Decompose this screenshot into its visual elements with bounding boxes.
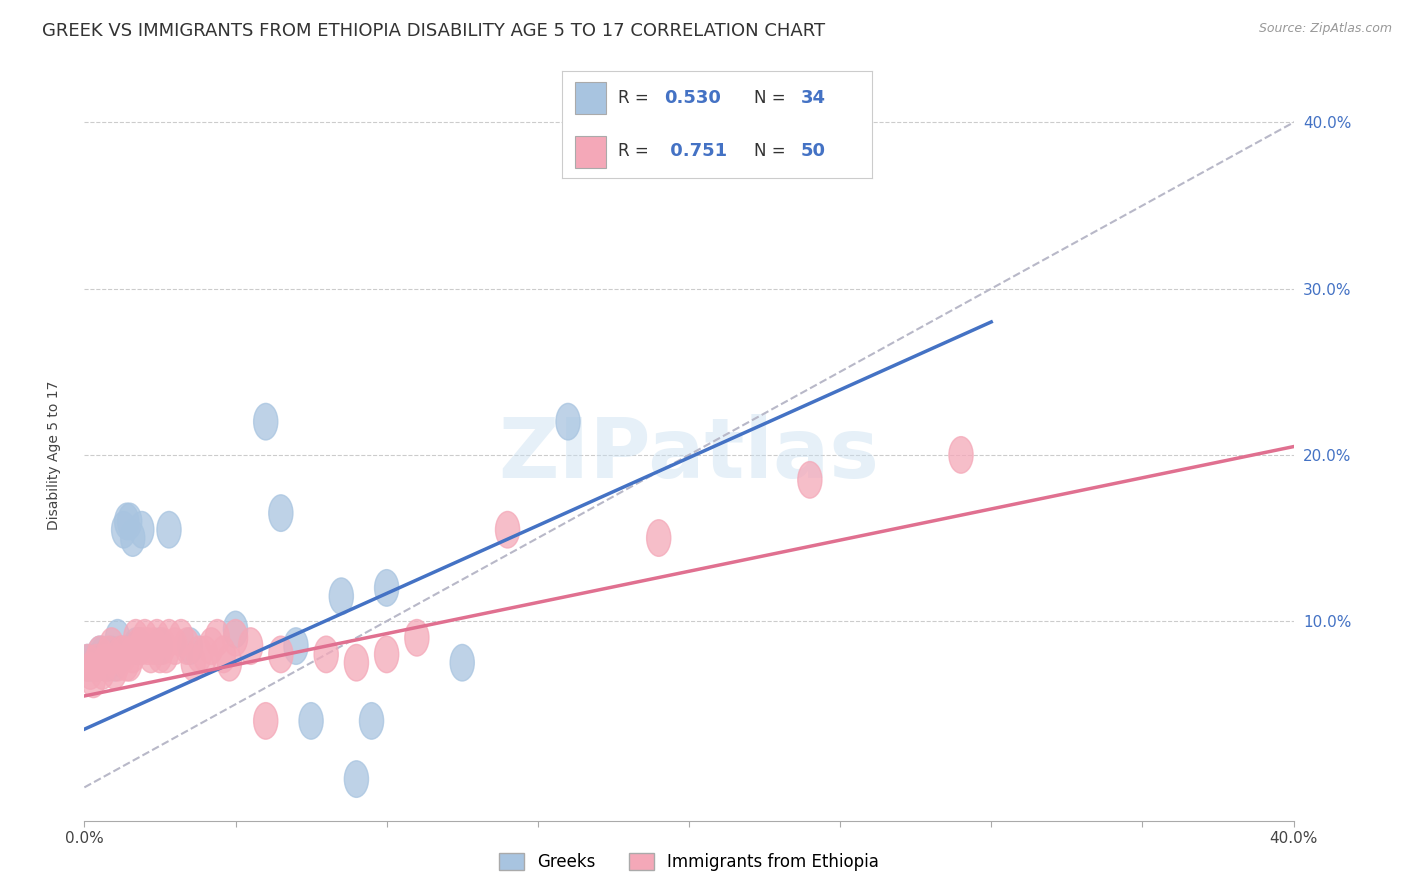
Ellipse shape — [179, 628, 202, 665]
Ellipse shape — [121, 636, 145, 673]
Ellipse shape — [169, 619, 193, 657]
Ellipse shape — [132, 619, 157, 657]
Ellipse shape — [329, 578, 353, 615]
Ellipse shape — [253, 703, 278, 739]
Ellipse shape — [93, 644, 118, 681]
Ellipse shape — [176, 628, 200, 665]
Ellipse shape — [181, 644, 205, 681]
Ellipse shape — [253, 403, 278, 440]
Ellipse shape — [97, 636, 121, 673]
Ellipse shape — [797, 129, 823, 166]
Text: Source: ZipAtlas.com: Source: ZipAtlas.com — [1258, 22, 1392, 36]
Ellipse shape — [142, 628, 166, 665]
Ellipse shape — [299, 703, 323, 739]
Text: 50: 50 — [800, 142, 825, 160]
Ellipse shape — [374, 570, 399, 607]
Text: ZIPatlas: ZIPatlas — [499, 415, 879, 495]
Ellipse shape — [103, 644, 127, 681]
Text: 0.530: 0.530 — [665, 88, 721, 106]
Ellipse shape — [157, 619, 181, 657]
Ellipse shape — [200, 628, 224, 665]
Text: R =: R = — [619, 88, 654, 106]
Ellipse shape — [314, 636, 339, 673]
Ellipse shape — [82, 644, 105, 681]
Text: R =: R = — [619, 142, 654, 160]
Ellipse shape — [105, 619, 129, 657]
Ellipse shape — [239, 628, 263, 665]
Ellipse shape — [100, 636, 124, 673]
Ellipse shape — [139, 636, 163, 673]
Ellipse shape — [118, 644, 142, 681]
Text: 34: 34 — [800, 88, 825, 106]
Ellipse shape — [108, 636, 132, 673]
Ellipse shape — [82, 661, 105, 698]
Ellipse shape — [193, 636, 218, 673]
Bar — [575, 82, 606, 114]
Ellipse shape — [205, 619, 229, 657]
Ellipse shape — [111, 511, 136, 548]
Ellipse shape — [150, 628, 176, 665]
Ellipse shape — [127, 628, 150, 665]
Ellipse shape — [111, 636, 136, 673]
Ellipse shape — [218, 644, 242, 681]
Ellipse shape — [153, 636, 179, 673]
Ellipse shape — [211, 636, 236, 673]
Ellipse shape — [647, 520, 671, 557]
Ellipse shape — [76, 644, 100, 681]
Ellipse shape — [105, 644, 129, 681]
Ellipse shape — [90, 653, 115, 690]
Ellipse shape — [103, 653, 127, 690]
Bar — [575, 136, 606, 168]
Ellipse shape — [148, 636, 172, 673]
Legend: Greeks, Immigrants from Ethiopia: Greeks, Immigrants from Ethiopia — [492, 847, 886, 878]
Ellipse shape — [949, 436, 973, 473]
Ellipse shape — [76, 644, 100, 681]
Ellipse shape — [555, 403, 581, 440]
Ellipse shape — [797, 461, 823, 498]
Ellipse shape — [224, 611, 247, 648]
Ellipse shape — [495, 511, 520, 548]
Ellipse shape — [269, 495, 292, 532]
Text: GREEK VS IMMIGRANTS FROM ETHIOPIA DISABILITY AGE 5 TO 17 CORRELATION CHART: GREEK VS IMMIGRANTS FROM ETHIOPIA DISABI… — [42, 22, 825, 40]
Ellipse shape — [344, 644, 368, 681]
Ellipse shape — [118, 503, 142, 540]
Ellipse shape — [115, 644, 139, 681]
Ellipse shape — [374, 636, 399, 673]
Ellipse shape — [124, 628, 148, 665]
Ellipse shape — [84, 644, 108, 681]
Ellipse shape — [450, 644, 474, 681]
Ellipse shape — [100, 628, 124, 665]
Ellipse shape — [108, 636, 132, 673]
Ellipse shape — [145, 619, 169, 657]
Ellipse shape — [136, 628, 160, 665]
Ellipse shape — [127, 628, 150, 665]
Ellipse shape — [115, 503, 139, 540]
Ellipse shape — [129, 628, 153, 665]
Y-axis label: Disability Age 5 to 17: Disability Age 5 to 17 — [46, 380, 60, 530]
Ellipse shape — [90, 636, 115, 673]
Ellipse shape — [405, 619, 429, 657]
Ellipse shape — [344, 761, 368, 797]
Ellipse shape — [129, 511, 153, 548]
Ellipse shape — [124, 619, 148, 657]
Ellipse shape — [97, 644, 121, 681]
Ellipse shape — [269, 636, 292, 673]
Ellipse shape — [79, 653, 103, 690]
Ellipse shape — [148, 628, 172, 665]
Ellipse shape — [284, 628, 308, 665]
Text: N =: N = — [754, 88, 792, 106]
Ellipse shape — [84, 644, 108, 681]
Ellipse shape — [87, 636, 111, 673]
Ellipse shape — [157, 511, 181, 548]
Ellipse shape — [163, 628, 187, 665]
Ellipse shape — [79, 644, 103, 681]
Ellipse shape — [224, 619, 247, 657]
Text: 0.751: 0.751 — [665, 142, 727, 160]
Ellipse shape — [121, 520, 145, 557]
Ellipse shape — [187, 636, 211, 673]
Ellipse shape — [87, 636, 111, 673]
Text: N =: N = — [754, 142, 792, 160]
Ellipse shape — [360, 703, 384, 739]
Ellipse shape — [93, 644, 118, 681]
